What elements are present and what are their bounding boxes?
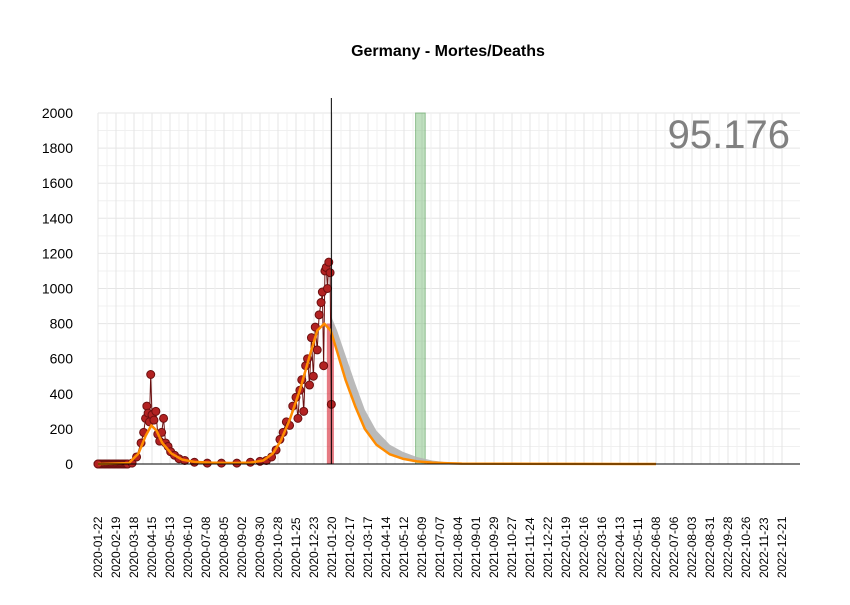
y-tick-label: 1600 xyxy=(42,175,73,191)
observed-point xyxy=(323,284,332,293)
grid xyxy=(97,112,800,464)
x-tick-label: 2021-08-04 xyxy=(451,516,465,578)
observed-point xyxy=(299,406,309,416)
observed-point xyxy=(324,257,334,267)
y-tick-label: 200 xyxy=(50,421,74,437)
observed-point xyxy=(146,369,156,379)
y-tick-label: 1200 xyxy=(42,245,73,261)
x-tick-label: 2022-10-26 xyxy=(739,516,753,578)
x-tick-label: 2021-01-20 xyxy=(325,516,339,578)
observed-point xyxy=(159,413,169,423)
x-tick-label: 2020-09-30 xyxy=(253,516,267,578)
x-tick-label: 2022-07-06 xyxy=(667,516,681,578)
observed-point xyxy=(305,380,314,390)
forecast-band-area xyxy=(331,316,462,464)
forecast-band xyxy=(331,316,462,464)
x-tick-label: 2021-12-22 xyxy=(541,516,555,578)
x-tick-label: 2022-08-31 xyxy=(703,516,717,578)
fitted-curve xyxy=(97,322,657,466)
x-tick-label: 2022-08-03 xyxy=(685,516,699,578)
observed-point xyxy=(316,298,326,308)
x-tick-label: 2020-03-18 xyxy=(127,516,141,578)
y-tick-label: 1400 xyxy=(42,210,73,226)
y-tick-label: 0 xyxy=(65,456,73,472)
observed-point xyxy=(325,268,335,278)
red-band xyxy=(326,323,334,464)
x-tick-label: 2020-09-02 xyxy=(235,516,249,578)
x-tick-label: 2021-09-01 xyxy=(469,516,483,578)
x-tick-label: 2022-02-16 xyxy=(577,516,591,578)
observed-point xyxy=(319,361,329,371)
observed-point xyxy=(151,406,161,416)
x-tick-label: 2021-05-12 xyxy=(397,516,411,578)
x-tick-label: 2021-10-27 xyxy=(505,516,519,578)
x-tick-label: 2020-05-13 xyxy=(163,516,177,578)
observed-point xyxy=(312,345,322,355)
x-tick-label: 2022-09-28 xyxy=(721,516,735,578)
x-tick-label: 2020-02-19 xyxy=(109,516,123,578)
observed-point xyxy=(308,371,318,381)
x-tick-label: 2020-07-08 xyxy=(199,516,213,578)
x-tick-label: 2021-03-17 xyxy=(361,516,375,578)
x-tick-label: 2020-01-22 xyxy=(91,516,105,578)
x-tick-label: 2021-11-24 xyxy=(523,517,537,578)
x-tick-label: 2022-12-21 xyxy=(775,516,789,578)
y-tick-label: 800 xyxy=(50,316,74,332)
x-tick-label: 2020-06-10 xyxy=(181,516,195,578)
y-tick-label: 1800 xyxy=(42,140,73,156)
x-tick-label: 2020-10-28 xyxy=(271,516,285,578)
x-tick-label: 2021-04-14 xyxy=(379,516,393,578)
y-tick-label: 600 xyxy=(50,351,74,367)
x-tick-label: 2022-05-11 xyxy=(631,517,645,578)
x-tick-label: 2022-04-13 xyxy=(613,516,627,578)
green-band xyxy=(415,112,426,465)
x-tick-label: 2022-03-16 xyxy=(595,516,609,578)
observed-point xyxy=(314,310,324,320)
x-tick-label: 2021-02-17 xyxy=(343,516,357,578)
x-tick-label: 2021-07-07 xyxy=(433,516,447,578)
y-tick-label: 400 xyxy=(50,386,74,402)
x-tick-label: 2020-08-05 xyxy=(217,516,231,578)
x-tick-label: 2020-04-15 xyxy=(145,516,159,578)
total-deaths-label: 95.176 xyxy=(668,113,790,157)
x-tick-label: 2020-11-25 xyxy=(289,517,303,578)
x-tick-label: 2022-06-08 xyxy=(649,516,663,578)
x-tick-label: 2020-12-23 xyxy=(307,516,321,578)
y-tick-label: 2000 xyxy=(42,105,73,121)
x-tick-label: 2021-09-29 xyxy=(487,516,501,578)
fit-curve xyxy=(97,322,657,466)
y-tick-label: 1000 xyxy=(42,281,73,297)
x-tick-label: 2021-06-09 xyxy=(415,516,429,578)
x-tick-label: 2022-01-19 xyxy=(559,516,573,578)
x-tick-label: 2022-11-23 xyxy=(757,517,771,578)
observed-point xyxy=(293,413,303,423)
chart-title: Germany - Mortes/Deaths xyxy=(351,43,545,60)
observed-point xyxy=(149,415,159,425)
axes: 0 200 400 600 800 1000 1200 1400 1600 1800 2000 202… xyxy=(42,98,800,578)
